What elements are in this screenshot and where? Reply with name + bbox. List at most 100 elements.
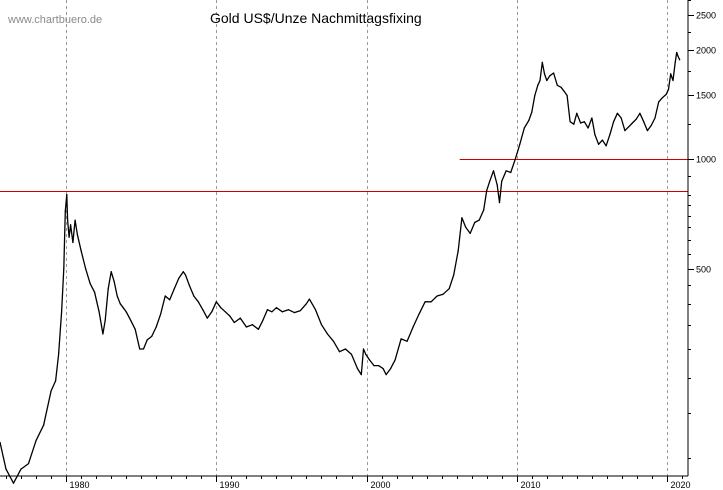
data-point [501, 180, 503, 182]
data-point [332, 340, 335, 342]
data-point [102, 333, 104, 335]
y-axis-ticks: 2500 2000 1500 1000 500 [688, 0, 716, 459]
data-point [489, 180, 491, 182]
data-point [643, 121, 645, 123]
data-point [553, 72, 555, 74]
data-point [378, 365, 380, 367]
data-point [528, 119, 530, 122]
data-point [598, 143, 600, 145]
data-point [67, 219, 69, 221]
data-point [424, 301, 426, 303]
data-point [609, 134, 611, 136]
data-point [245, 326, 247, 328]
data-point [224, 311, 226, 313]
data-point [442, 293, 444, 295]
data-point [85, 268, 87, 270]
data-point [594, 134, 596, 136]
data-point [326, 333, 329, 335]
data-point [220, 307, 222, 309]
data-point [211, 311, 213, 313]
data-point [197, 301, 199, 303]
data-point [146, 339, 148, 341]
data-point [104, 319, 106, 321]
data-point [486, 190, 488, 192]
data-point [178, 277, 180, 279]
data-point [182, 271, 184, 273]
data-point [674, 61, 676, 64]
data-point [412, 326, 414, 328]
data-point [390, 368, 392, 370]
data-point [94, 291, 96, 293]
data-point [266, 309, 268, 311]
data-point [184, 274, 187, 276]
data-point [639, 112, 641, 114]
data-point [233, 321, 235, 324]
data-point [534, 94, 536, 97]
data-point [365, 353, 367, 355]
data-point [496, 184, 498, 186]
data-point [350, 353, 353, 355]
data-point [667, 88, 670, 90]
data-point [305, 303, 307, 305]
price-series [0, 51, 681, 484]
data-point [448, 288, 450, 290]
data-point [457, 250, 459, 252]
data-point [498, 202, 501, 204]
data-point [510, 171, 512, 174]
data-point [563, 90, 565, 92]
data-point [239, 317, 241, 319]
data-point [35, 439, 37, 441]
data-point [478, 219, 480, 221]
data-point [142, 348, 145, 350]
y-tick-label-2500: 2500 [696, 11, 716, 21]
data-point [569, 121, 571, 123]
data-point [601, 139, 604, 141]
data-point [531, 111, 533, 113]
data-point [394, 359, 396, 361]
data-point [591, 117, 593, 119]
data-point [257, 328, 259, 330]
data-point [406, 340, 408, 342]
data-point [356, 368, 359, 370]
data-point [55, 380, 57, 382]
data-point [385, 374, 387, 376]
data-point [72, 241, 74, 244]
data-point [43, 424, 45, 426]
data-point [650, 124, 652, 127]
data-point [110, 271, 112, 273]
data-point [560, 86, 562, 88]
data-point [5, 468, 7, 470]
data-point [676, 51, 678, 54]
data-point [436, 295, 438, 297]
data-point [107, 288, 109, 290]
data-point [519, 143, 521, 145]
data-point [287, 309, 289, 311]
data-point [616, 112, 619, 114]
data-point [27, 463, 30, 465]
data-point [537, 84, 539, 86]
data-point [418, 313, 420, 315]
data-point [68, 236, 70, 238]
data-point [63, 268, 65, 270]
data-point [338, 351, 341, 353]
data-point [215, 301, 217, 303]
x-tick-label-2010: 2010 [521, 480, 541, 490]
data-point [188, 284, 190, 286]
data-point [116, 295, 118, 297]
watermark-text: www.chartbuero.de [7, 14, 102, 26]
data-point [169, 299, 171, 301]
data-point [605, 145, 607, 147]
horizontal-reference-lines [0, 159, 688, 192]
data-point [193, 295, 195, 297]
data-point [12, 482, 15, 484]
data-point [631, 122, 634, 124]
data-point [469, 232, 471, 234]
data-point [556, 84, 558, 86]
data-point [628, 126, 630, 128]
data-point [262, 319, 264, 321]
data-point [654, 117, 656, 119]
data-point [658, 101, 660, 103]
data-point [70, 224, 72, 226]
x-tick-label-1980: 1980 [70, 480, 90, 490]
